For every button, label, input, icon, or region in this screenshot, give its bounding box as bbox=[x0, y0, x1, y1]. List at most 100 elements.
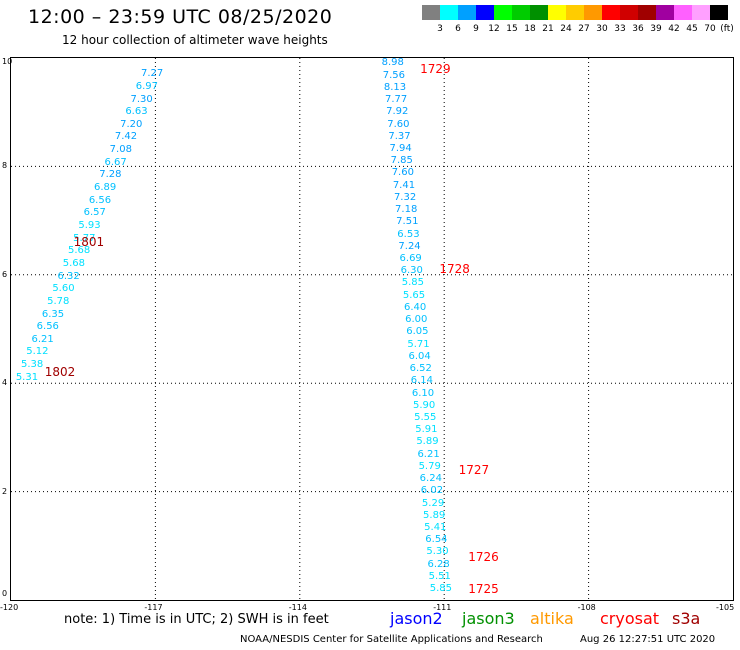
wave-height-value: 5.89 bbox=[423, 509, 446, 521]
wave-height-value: 5.85 bbox=[429, 583, 453, 595]
satellite-cryosat: cryosat bbox=[600, 609, 660, 628]
grid-lines bbox=[11, 58, 733, 600]
wave-height-value: 5.31 bbox=[15, 371, 39, 383]
wave-height-value: 7.28 bbox=[99, 169, 122, 181]
wave-height-value: 7.60 bbox=[387, 118, 410, 130]
legend-swatch bbox=[512, 5, 530, 20]
longitude-tick-label: -120 bbox=[0, 603, 19, 612]
pass-time-label: 1726 bbox=[468, 549, 499, 564]
wave-height-value: 6.30 bbox=[400, 265, 423, 277]
wave-height-value: 7.42 bbox=[114, 131, 138, 143]
legend-swatch bbox=[566, 5, 584, 20]
chart-title: 12:00 – 23:59 UTC 08/25/2020 bbox=[28, 6, 333, 28]
wave-height-value: 6.21 bbox=[417, 448, 440, 460]
wave-height-value: 5.38 bbox=[21, 359, 44, 371]
wave-height-value: 7.77 bbox=[384, 94, 408, 106]
legend-label: 42 bbox=[668, 24, 680, 34]
wave-height-value: 5.91 bbox=[415, 424, 438, 436]
wave-height-value: 5.55 bbox=[414, 411, 437, 423]
wave-height-value: 7.41 bbox=[392, 179, 416, 191]
wave-height-value: 6.40 bbox=[404, 301, 427, 313]
wave-height-value: 5.68 bbox=[62, 257, 85, 269]
satellite-jason2: jason2 bbox=[390, 609, 443, 628]
satellite-jason3: jason3 bbox=[462, 609, 515, 628]
wave-height-value: 5.41 bbox=[424, 522, 447, 534]
wave-height-value: 6.67 bbox=[104, 156, 127, 168]
longitude-tick-label: -105 bbox=[716, 603, 735, 612]
legend-label: 21 bbox=[542, 24, 554, 34]
longitude-tick-label: -117 bbox=[144, 603, 163, 612]
wave-height-value: 6.00 bbox=[405, 314, 428, 326]
legend-swatch bbox=[656, 5, 674, 20]
legend-swatch bbox=[584, 5, 602, 20]
legend-label: 6 bbox=[455, 24, 461, 34]
map-plot-area[interactable]: 7.27 6.97 7.30 6.63 7.20 7.42 7.08 6.67 7.28 6.89… bbox=[10, 57, 734, 601]
wave-height-value: 6.05 bbox=[406, 326, 429, 338]
wave-height-value: 5.60 bbox=[52, 283, 75, 295]
pass-time-label: 1802 bbox=[44, 365, 76, 380]
wave-height-value: 5.30 bbox=[426, 546, 449, 558]
legend-label: 70 bbox=[704, 24, 716, 34]
legend-swatch bbox=[548, 5, 566, 20]
wave-height-value: 6.35 bbox=[41, 308, 65, 320]
legend-swatch bbox=[692, 5, 710, 20]
latitude-tick-label: 4 bbox=[2, 378, 8, 388]
wave-height-value: 7.18 bbox=[395, 204, 418, 216]
wave-height-value: 5.65 bbox=[402, 289, 426, 301]
legend-label: 9 bbox=[473, 24, 479, 34]
wave-height-value: 6.24 bbox=[419, 473, 442, 485]
legend-label: 3 bbox=[437, 24, 443, 34]
wave-height-value: 5.51 bbox=[428, 570, 451, 582]
wave-height-value: 5.93 bbox=[78, 220, 101, 232]
wave-height-value: 5.29 bbox=[421, 497, 445, 509]
wave-height-value: 7.24 bbox=[398, 240, 421, 252]
legend-swatch bbox=[674, 5, 692, 20]
wave-height-value: 7.56 bbox=[382, 69, 405, 81]
pass-time-label: 1728 bbox=[439, 262, 470, 277]
legend-swatch bbox=[422, 5, 440, 20]
wave-height-value: 6.14 bbox=[410, 375, 433, 387]
satellite-altika: altika bbox=[530, 609, 574, 628]
legend-label: 30 bbox=[596, 24, 608, 34]
wave-height-value: 5.77 bbox=[73, 232, 96, 244]
wave-height-value: 5.85 bbox=[401, 277, 425, 289]
wave-height-value: 6.56 bbox=[88, 194, 112, 206]
wave-height-value: 5.79 bbox=[418, 460, 441, 472]
credit-line: NOAA/NESDIS Center for Satellite Applica… bbox=[240, 634, 543, 645]
wave-height-value: 6.54 bbox=[425, 534, 448, 546]
wave-height-value: 6.53 bbox=[397, 228, 420, 240]
wave-height-value: 5.12 bbox=[26, 346, 49, 358]
footer-note: note: 1) Time is in UTC; 2) SWH is in fe… bbox=[64, 612, 329, 627]
longitude-tick-label: -111 bbox=[433, 603, 452, 612]
satellite-s3a: s3a bbox=[672, 609, 701, 628]
wave-height-value: 7.32 bbox=[393, 191, 417, 203]
wave-height-value: 7.94 bbox=[389, 143, 412, 154]
wave-height-value: 8.98 bbox=[381, 57, 404, 69]
wave-height-value: 7.08 bbox=[109, 144, 132, 156]
legend-label: 12 bbox=[488, 24, 500, 34]
legend-label: 39 bbox=[650, 24, 662, 34]
legend-swatch bbox=[458, 5, 476, 20]
legend-label: 18 bbox=[524, 24, 536, 34]
chart-subtitle: 12 hour collection of altimeter wave hei… bbox=[62, 33, 328, 47]
latitude-tick-label: 6 bbox=[2, 269, 8, 279]
wave-height-value: 7.27 bbox=[140, 68, 164, 80]
legend-label: 24 bbox=[560, 24, 572, 34]
wave-height-value: 5.68 bbox=[67, 245, 91, 257]
latitude-tick-label: 10 bbox=[2, 57, 13, 66]
wave-height-value: 6.10 bbox=[411, 387, 435, 399]
wave-height-value: 6.28 bbox=[427, 558, 450, 570]
wave-height-value: 5.89 bbox=[416, 436, 439, 448]
wave-height-value: 7.92 bbox=[386, 106, 409, 118]
pass-time-label: 1727 bbox=[458, 462, 490, 477]
wave-height-value: 5.71 bbox=[407, 338, 430, 350]
legend-swatch bbox=[530, 5, 548, 20]
wave-height-value: 5.90 bbox=[412, 399, 436, 411]
pass-time-label: 1725 bbox=[468, 582, 499, 597]
legend-label: 33 bbox=[614, 24, 626, 34]
latitude-tick-label: 8 bbox=[2, 161, 8, 171]
pass-time-label: 1801 bbox=[73, 235, 105, 250]
latitude-tick-label: 0 bbox=[2, 589, 8, 598]
legend-swatch bbox=[602, 5, 620, 20]
legend-swatch bbox=[440, 5, 458, 20]
